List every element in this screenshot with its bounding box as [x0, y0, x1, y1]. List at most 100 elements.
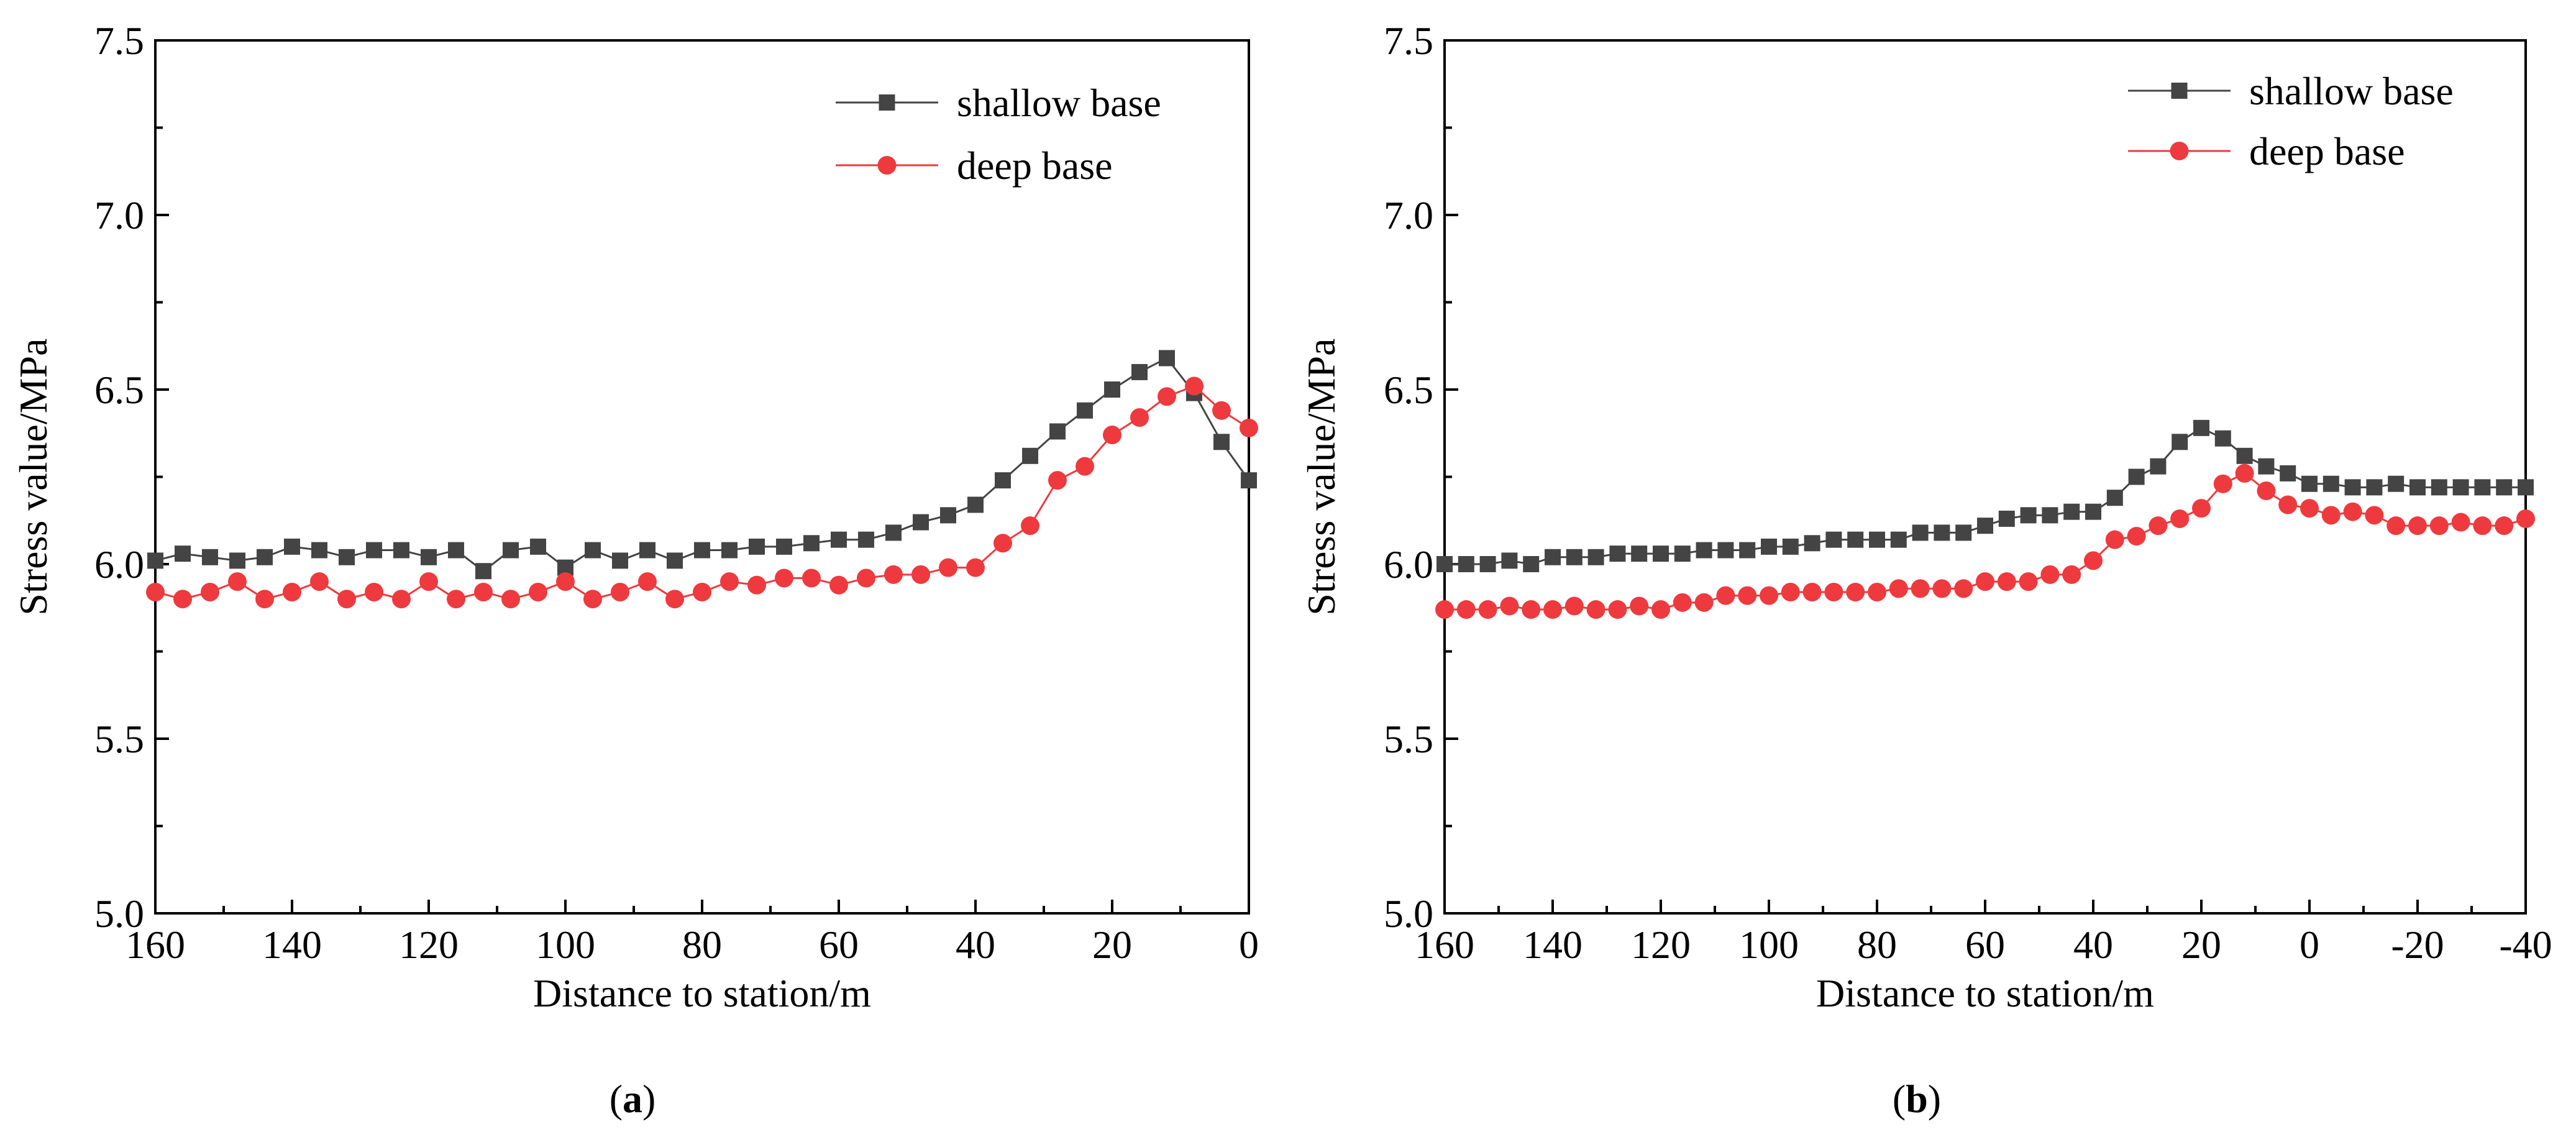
caption-paren-close: ) — [1928, 1077, 1941, 1121]
data-point-circle — [1456, 600, 1476, 619]
data-point-square — [749, 538, 765, 555]
data-point-circle — [2451, 513, 2470, 532]
data-point-square — [1804, 535, 1820, 552]
data-point-circle — [1021, 516, 1039, 536]
data-point-circle — [255, 590, 274, 609]
data-point-circle — [1760, 586, 1778, 605]
data-point-circle — [665, 590, 684, 609]
data-point-square — [339, 549, 355, 565]
data-point-circle — [1048, 471, 1067, 490]
data-point-square — [639, 542, 655, 559]
data-point-square — [885, 524, 902, 541]
x-tick-label: -20 — [2391, 923, 2444, 967]
data-point-circle — [556, 572, 575, 591]
data-point-circle — [1868, 582, 1886, 601]
data-point-square — [1587, 549, 1604, 565]
caption-paren-open: ( — [1893, 1077, 1906, 1121]
data-point-square — [995, 472, 1011, 489]
data-point-square — [1717, 542, 1734, 559]
data-point-circle — [392, 590, 411, 609]
data-point-circle — [720, 572, 739, 591]
data-point-square — [1241, 472, 1257, 489]
data-point-circle — [1240, 418, 1258, 437]
data-point-square — [940, 507, 956, 524]
data-point-circle — [1103, 426, 1121, 445]
data-point-circle — [2321, 506, 2341, 525]
data-point-circle — [1478, 600, 1497, 619]
data-point-square — [2409, 479, 2426, 496]
data-point-circle — [2235, 463, 2254, 483]
legend-label: deep base — [957, 144, 1113, 188]
caption-letter: a — [623, 1077, 642, 1121]
caption-letter: b — [1906, 1077, 1928, 1121]
x-tick-label: 80 — [1857, 923, 1897, 967]
data-point-circle — [1564, 596, 1584, 616]
data-point-circle — [747, 575, 766, 595]
data-point-circle — [1608, 600, 1627, 619]
data-point-square — [1159, 350, 1175, 367]
data-point-square — [2518, 479, 2534, 496]
data-point-circle — [829, 575, 848, 595]
data-point-square — [147, 552, 163, 569]
data-point-square — [1696, 542, 1712, 559]
data-point-circle — [365, 582, 383, 601]
data-point-circle — [2495, 516, 2514, 536]
data-point-square — [2344, 479, 2361, 496]
legend-marker-circle — [2170, 142, 2189, 160]
data-point-circle — [2127, 527, 2146, 546]
legend-marker-square — [2171, 83, 2188, 99]
x-tick-label: 100 — [1739, 923, 1799, 967]
data-point-square — [2128, 468, 2145, 485]
legend-marker-circle — [877, 156, 897, 175]
data-point-square — [311, 542, 327, 559]
data-point-square — [1761, 538, 1777, 555]
data-point-circle — [447, 590, 465, 609]
x-tick-label: 0 — [2300, 923, 2319, 967]
data-point-square — [2280, 465, 2296, 482]
data-point-circle — [802, 568, 821, 588]
y-axis-title: Stress value/MPa — [11, 338, 55, 615]
data-point-circle — [939, 558, 957, 577]
data-point-square — [1998, 510, 2015, 527]
data-point-circle — [884, 565, 903, 584]
data-point-square — [2431, 479, 2447, 496]
caption-paren-open: ( — [610, 1077, 623, 1121]
y-tick-label: 5.0 — [94, 892, 144, 936]
data-point-square — [257, 549, 273, 565]
y-tick-label: 6.5 — [1384, 368, 1433, 412]
data-point-circle — [1543, 600, 1562, 619]
data-point-circle — [966, 558, 985, 577]
data-point-circle — [2365, 506, 2384, 525]
data-point-square — [2474, 479, 2491, 496]
data-point-square — [284, 538, 300, 555]
data-point-circle — [1997, 572, 2016, 591]
data-point-square — [1566, 549, 1583, 565]
data-point-circle — [2386, 516, 2406, 536]
data-point-square — [1847, 531, 1864, 548]
panel-caption: (a) — [610, 1077, 656, 1121]
y-tick-label: 7.0 — [94, 193, 144, 237]
data-point-circle — [775, 568, 793, 588]
y-tick-label: 5.5 — [1384, 717, 1433, 761]
data-point-circle — [1738, 586, 1757, 605]
data-point-circle — [1651, 600, 1670, 619]
data-point-square — [2150, 458, 2167, 475]
data-point-square — [421, 549, 437, 565]
data-point-square — [2301, 475, 2318, 492]
y-tick-label: 7.0 — [1384, 193, 1433, 237]
x-tick-label: 0 — [1239, 923, 1259, 967]
data-point-circle — [2473, 516, 2492, 536]
data-point-circle — [1802, 582, 1822, 601]
data-point-square — [1825, 531, 1842, 548]
data-point-circle — [638, 572, 657, 591]
data-point-square — [2085, 503, 2101, 520]
data-point-square — [694, 542, 710, 559]
data-point-circle — [857, 568, 875, 588]
data-point-square — [803, 535, 820, 552]
data-point-square — [1022, 447, 1038, 464]
data-point-circle — [2278, 495, 2298, 514]
data-point-circle — [1158, 387, 1176, 406]
data-point-square — [831, 531, 847, 548]
data-point-circle — [501, 590, 520, 609]
data-point-circle — [1716, 586, 1735, 605]
